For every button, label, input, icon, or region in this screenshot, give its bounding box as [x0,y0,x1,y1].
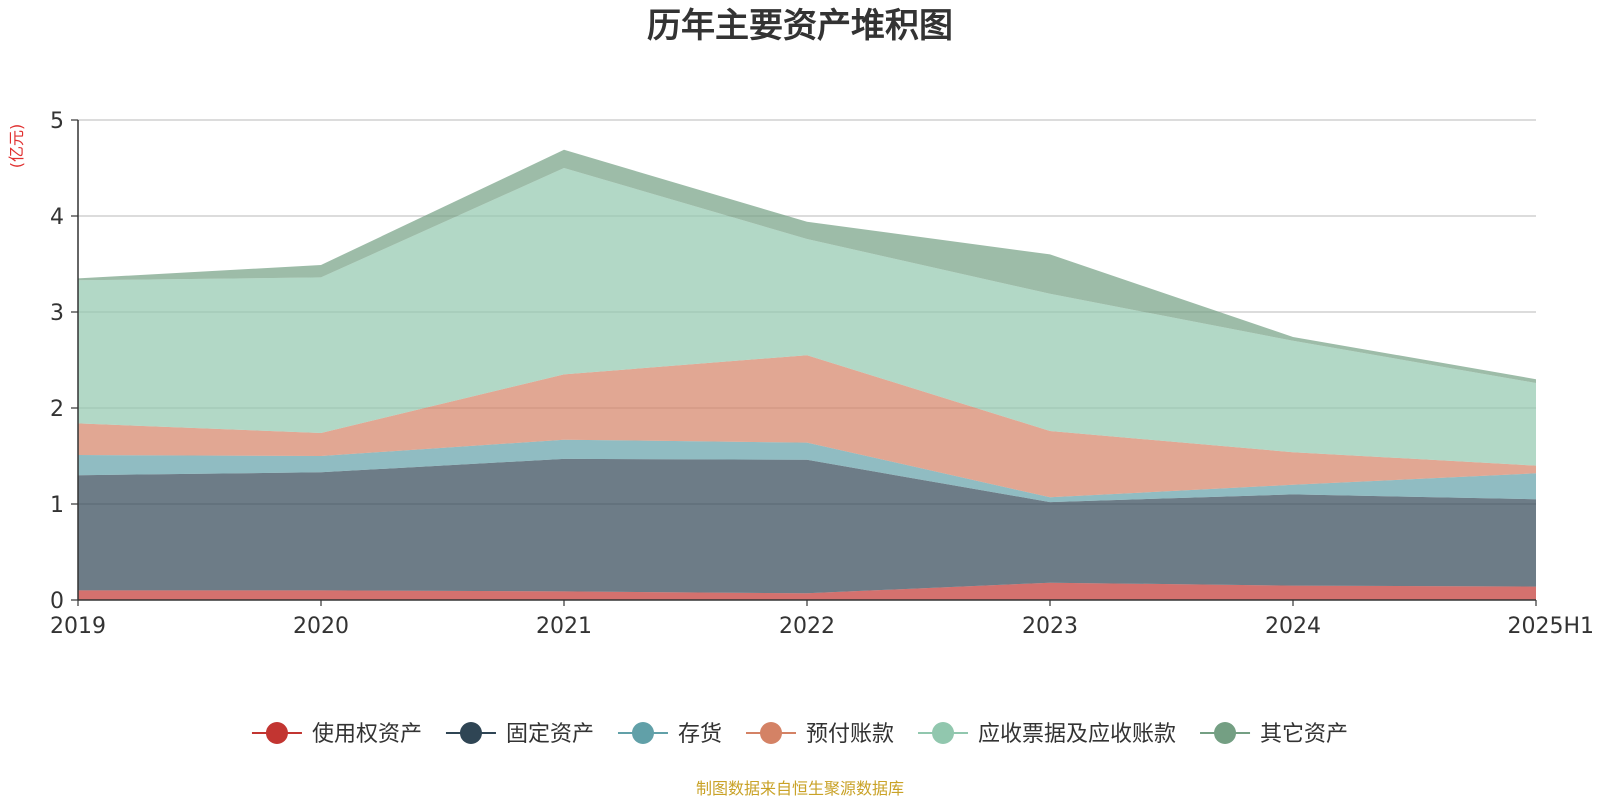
legend-label: 存货 [678,722,722,747]
x-tick-label: 2024 [1265,614,1321,639]
legend-item[interactable]: 固定资产 [445,722,594,747]
legend-label: 使用权资产 [312,722,422,747]
y-tick-label: 2 [50,397,64,422]
legend-dot-icon [265,722,288,744]
area-固定资产 [78,458,1536,594]
y-tick-label: 3 [50,301,64,326]
area-其它资产 [78,149,1536,383]
area-应收票据及应收账款 [78,168,1536,466]
x-tick-label: 2021 [536,614,592,639]
legend-dot-icon [932,722,955,744]
area-使用权资产 [78,582,1536,600]
legend-label: 预付账款 [806,722,894,747]
chart-title: 历年主要资产堆积图 [647,6,953,46]
legend-label: 固定资产 [506,722,594,747]
legend-item[interactable]: 应收票据及应收账款 [918,722,1176,747]
legend-item[interactable]: 其它资产 [1200,722,1348,747]
axis-layer: 0 1 2 3 4 5 2019 2020 2021 2022 2023 2024 2025H1 [50,109,1594,639]
legend-item[interactable]: 存货 [617,722,722,747]
area-预付账款 [78,355,1536,498]
x-tick-label: 2022 [779,614,835,639]
y-axis-unit-label: (亿元) [7,124,26,169]
y-tick-label: 0 [50,589,64,614]
legend-dot-icon [631,722,654,744]
legend-label: 其它资产 [1260,722,1348,747]
legend-dot-icon [760,722,782,744]
y-tick-label: 5 [50,109,64,134]
area-存货 [78,439,1536,503]
legend: 使用权资产 固定资产 存货 预付账款 应收票据及应收账款 其它资产 [251,722,1348,747]
x-tick-label: 2020 [293,614,349,639]
legend-dot-icon [459,722,482,744]
legend-item[interactable]: 预付账款 [746,722,894,747]
legend-label: 应收票据及应收账款 [978,722,1176,747]
legend-dot-icon [1214,722,1237,744]
data-source-note: 制图数据来自恒生聚源数据库 [696,779,904,798]
x-tick-label: 2025H1 [1507,614,1594,639]
x-tick-label: 2023 [1022,614,1078,639]
area-layer [78,149,1536,600]
y-tick-label: 4 [50,205,64,230]
y-tick-label: 1 [50,493,64,518]
legend-item[interactable]: 使用权资产 [251,722,422,747]
x-tick-label: 2019 [50,614,106,639]
